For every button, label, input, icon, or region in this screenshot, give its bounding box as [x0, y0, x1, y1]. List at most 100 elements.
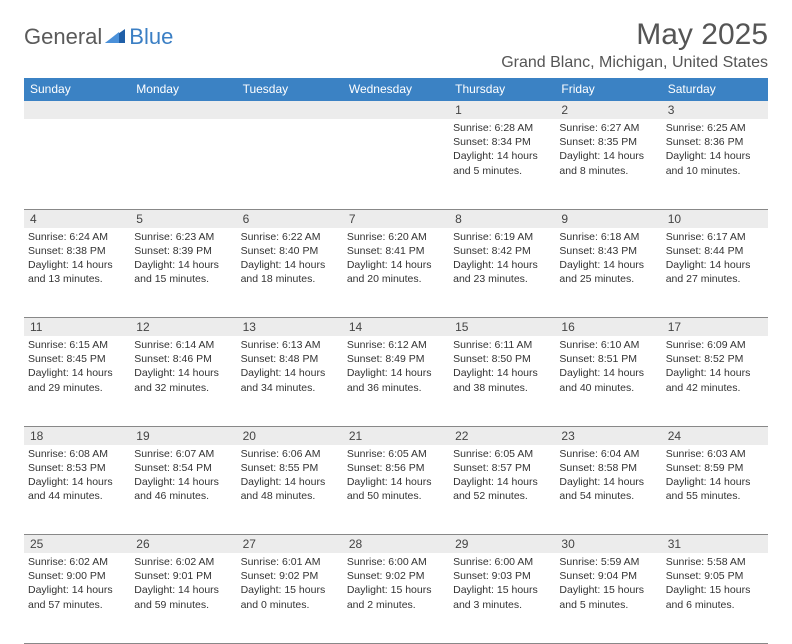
day-content-row: Sunrise: 6:15 AM Sunset: 8:45 PM Dayligh…: [24, 336, 768, 426]
day-cell-text: Sunrise: 6:07 AM Sunset: 8:54 PM Dayligh…: [134, 445, 232, 504]
day-cell: Sunrise: 6:02 AM Sunset: 9:00 PM Dayligh…: [24, 553, 130, 643]
day-cell: Sunrise: 6:17 AM Sunset: 8:44 PM Dayligh…: [662, 228, 768, 318]
day-cell: [237, 119, 343, 209]
weekday-header: Sunday: [24, 78, 130, 101]
day-cell-text: Sunrise: 6:13 AM Sunset: 8:48 PM Dayligh…: [241, 336, 339, 395]
day-number: 26: [130, 535, 236, 554]
day-number: 13: [237, 318, 343, 337]
day-cell: Sunrise: 5:59 AM Sunset: 9:04 PM Dayligh…: [555, 553, 661, 643]
day-cell: Sunrise: 6:05 AM Sunset: 8:57 PM Dayligh…: [449, 445, 555, 535]
weekday-header-row: Sunday Monday Tuesday Wednesday Thursday…: [24, 78, 768, 101]
day-cell: Sunrise: 6:23 AM Sunset: 8:39 PM Dayligh…: [130, 228, 236, 318]
day-cell-text: Sunrise: 6:27 AM Sunset: 8:35 PM Dayligh…: [559, 119, 657, 178]
day-cell: Sunrise: 6:22 AM Sunset: 8:40 PM Dayligh…: [237, 228, 343, 318]
day-cell: Sunrise: 6:11 AM Sunset: 8:50 PM Dayligh…: [449, 336, 555, 426]
day-number: 28: [343, 535, 449, 554]
day-number: 21: [343, 426, 449, 445]
day-number: 11: [24, 318, 130, 337]
title-block: May 2025 Grand Blanc, Michigan, United S…: [501, 18, 768, 72]
day-cell-text: Sunrise: 6:28 AM Sunset: 8:34 PM Dayligh…: [453, 119, 551, 178]
day-cell-text: [347, 119, 445, 121]
header-row: General Blue May 2025 Grand Blanc, Michi…: [24, 18, 768, 72]
day-number: 15: [449, 318, 555, 337]
day-cell-text: Sunrise: 5:59 AM Sunset: 9:04 PM Dayligh…: [559, 553, 657, 612]
day-cell: [343, 119, 449, 209]
day-number-row: 18192021222324: [24, 426, 768, 445]
day-number: 16: [555, 318, 661, 337]
day-cell: Sunrise: 6:00 AM Sunset: 9:03 PM Dayligh…: [449, 553, 555, 643]
day-cell: [130, 119, 236, 209]
day-cell: [24, 119, 130, 209]
day-number: 8: [449, 209, 555, 228]
day-cell: Sunrise: 6:07 AM Sunset: 8:54 PM Dayligh…: [130, 445, 236, 535]
day-cell-text: Sunrise: 6:02 AM Sunset: 9:01 PM Dayligh…: [134, 553, 232, 612]
day-cell-text: Sunrise: 6:05 AM Sunset: 8:57 PM Dayligh…: [453, 445, 551, 504]
day-content-row: Sunrise: 6:02 AM Sunset: 9:00 PM Dayligh…: [24, 553, 768, 643]
day-cell-text: Sunrise: 6:15 AM Sunset: 8:45 PM Dayligh…: [28, 336, 126, 395]
calendar-table: Sunday Monday Tuesday Wednesday Thursday…: [24, 78, 768, 644]
day-number: 6: [237, 209, 343, 228]
day-cell: Sunrise: 6:05 AM Sunset: 8:56 PM Dayligh…: [343, 445, 449, 535]
day-content-row: Sunrise: 6:28 AM Sunset: 8:34 PM Dayligh…: [24, 119, 768, 209]
day-cell: Sunrise: 6:06 AM Sunset: 8:55 PM Dayligh…: [237, 445, 343, 535]
day-number: [130, 101, 236, 120]
day-cell-text: Sunrise: 6:19 AM Sunset: 8:42 PM Dayligh…: [453, 228, 551, 287]
day-number: 22: [449, 426, 555, 445]
day-cell-text: [134, 119, 232, 121]
logo-triangle-icon: [105, 26, 125, 49]
day-cell-text: Sunrise: 6:20 AM Sunset: 8:41 PM Dayligh…: [347, 228, 445, 287]
day-cell-text: Sunrise: 6:00 AM Sunset: 9:03 PM Dayligh…: [453, 553, 551, 612]
day-cell-text: Sunrise: 6:10 AM Sunset: 8:51 PM Dayligh…: [559, 336, 657, 395]
day-cell-text: Sunrise: 6:05 AM Sunset: 8:56 PM Dayligh…: [347, 445, 445, 504]
day-number: [343, 101, 449, 120]
day-number: 12: [130, 318, 236, 337]
day-number: 9: [555, 209, 661, 228]
day-cell: Sunrise: 6:12 AM Sunset: 8:49 PM Dayligh…: [343, 336, 449, 426]
logo: General Blue: [24, 18, 173, 50]
logo-text-general: General: [24, 24, 102, 50]
day-number-row: 45678910: [24, 209, 768, 228]
day-number: [237, 101, 343, 120]
day-number: 5: [130, 209, 236, 228]
day-cell: Sunrise: 6:10 AM Sunset: 8:51 PM Dayligh…: [555, 336, 661, 426]
day-cell-text: Sunrise: 6:17 AM Sunset: 8:44 PM Dayligh…: [666, 228, 764, 287]
weekday-header: Wednesday: [343, 78, 449, 101]
day-cell-text: Sunrise: 6:02 AM Sunset: 9:00 PM Dayligh…: [28, 553, 126, 612]
day-number: 30: [555, 535, 661, 554]
day-cell: Sunrise: 6:27 AM Sunset: 8:35 PM Dayligh…: [555, 119, 661, 209]
day-cell-text: [241, 119, 339, 121]
calendar-page: General Blue May 2025 Grand Blanc, Michi…: [0, 0, 792, 644]
weekday-header: Thursday: [449, 78, 555, 101]
day-number: 23: [555, 426, 661, 445]
day-number: 14: [343, 318, 449, 337]
location-subtitle: Grand Blanc, Michigan, United States: [501, 54, 768, 72]
day-cell: Sunrise: 6:15 AM Sunset: 8:45 PM Dayligh…: [24, 336, 130, 426]
day-cell: Sunrise: 6:00 AM Sunset: 9:02 PM Dayligh…: [343, 553, 449, 643]
day-cell: Sunrise: 6:02 AM Sunset: 9:01 PM Dayligh…: [130, 553, 236, 643]
day-number: 20: [237, 426, 343, 445]
day-cell: Sunrise: 6:24 AM Sunset: 8:38 PM Dayligh…: [24, 228, 130, 318]
day-number: 19: [130, 426, 236, 445]
day-cell: Sunrise: 6:19 AM Sunset: 8:42 PM Dayligh…: [449, 228, 555, 318]
day-number: 1: [449, 101, 555, 120]
logo-text-blue: Blue: [129, 24, 173, 50]
day-cell-text: Sunrise: 6:23 AM Sunset: 8:39 PM Dayligh…: [134, 228, 232, 287]
day-number-row: 123: [24, 101, 768, 120]
day-number: 29: [449, 535, 555, 554]
day-number: 2: [555, 101, 661, 120]
day-number: 25: [24, 535, 130, 554]
month-title: May 2025: [501, 18, 768, 52]
day-cell: Sunrise: 6:25 AM Sunset: 8:36 PM Dayligh…: [662, 119, 768, 209]
day-cell: Sunrise: 6:04 AM Sunset: 8:58 PM Dayligh…: [555, 445, 661, 535]
day-number-row: 11121314151617: [24, 318, 768, 337]
day-cell-text: Sunrise: 5:58 AM Sunset: 9:05 PM Dayligh…: [666, 553, 764, 612]
weekday-header: Saturday: [662, 78, 768, 101]
day-cell-text: Sunrise: 6:08 AM Sunset: 8:53 PM Dayligh…: [28, 445, 126, 504]
day-number: 31: [662, 535, 768, 554]
day-cell-text: Sunrise: 6:14 AM Sunset: 8:46 PM Dayligh…: [134, 336, 232, 395]
day-number: 7: [343, 209, 449, 228]
day-number: 3: [662, 101, 768, 120]
day-number: [24, 101, 130, 120]
day-content-row: Sunrise: 6:08 AM Sunset: 8:53 PM Dayligh…: [24, 445, 768, 535]
day-number: 17: [662, 318, 768, 337]
